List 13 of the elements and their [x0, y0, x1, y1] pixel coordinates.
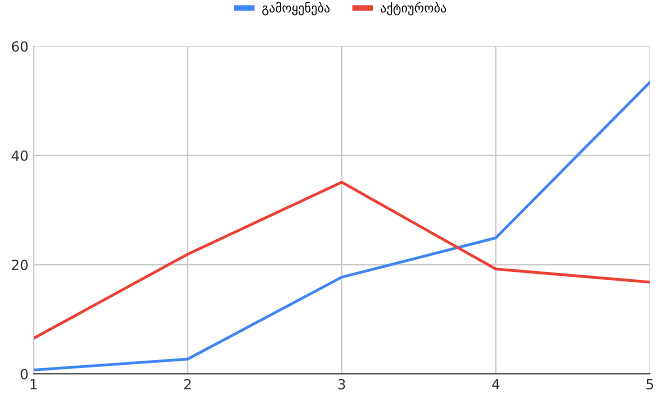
- legend-label: გამოყენება: [262, 2, 330, 16]
- x-tick-label: 3: [338, 378, 346, 390]
- y-tick-label: 40: [12, 150, 28, 161]
- x-tick-label: 5: [646, 379, 654, 390]
- y-tick-label: 0: [20, 368, 28, 380]
- line-series: [34, 80, 650, 372]
- x-tick-label: 4: [492, 379, 500, 390]
- x-tick-label: 1: [30, 379, 37, 390]
- legend-label: აქტიურობა: [380, 2, 446, 16]
- x-tick-label: 2: [184, 378, 191, 390]
- y-tick-label: 20: [12, 260, 28, 270]
- line-series: [34, 180, 650, 340]
- y-tick-label: 60: [12, 41, 28, 52]
